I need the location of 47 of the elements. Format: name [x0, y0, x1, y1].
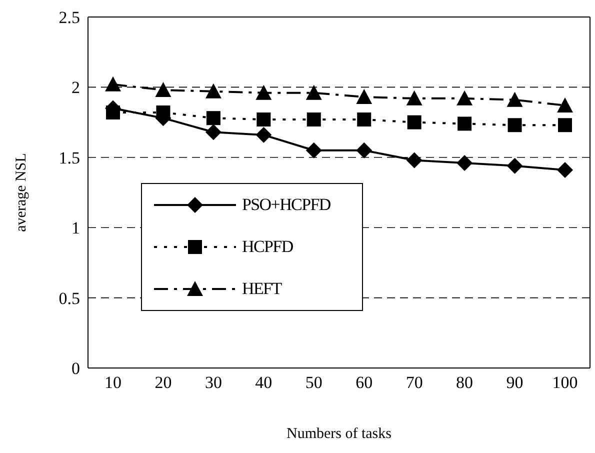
point	[356, 142, 372, 158]
y-tick-label: 0	[72, 359, 80, 378]
y-tick-label: 0.5	[58, 288, 80, 308]
legend-label: HCPFD	[242, 237, 293, 257]
point	[558, 118, 572, 132]
y-axis-title: average NSL	[13, 153, 30, 232]
legend-label: HEFT	[242, 279, 282, 299]
point	[256, 84, 272, 100]
point	[206, 111, 220, 126]
point	[357, 112, 372, 126]
x-tick-label: 20	[154, 373, 172, 392]
point	[506, 92, 523, 107]
point	[105, 76, 121, 92]
x-tick-label: 70	[406, 373, 423, 392]
x-tick-label: 80	[456, 373, 474, 392]
y-tick-label: 2	[72, 78, 80, 98]
point	[557, 162, 573, 178]
legend-label: PSO+HCPFD	[242, 195, 330, 215]
point	[205, 124, 222, 140]
point	[407, 115, 422, 130]
point	[406, 152, 422, 168]
point	[456, 90, 473, 106]
x-tick-label: 30	[204, 373, 222, 392]
point	[508, 118, 522, 132]
x-tick-label: 60	[356, 373, 373, 392]
x-tick-label: 90	[506, 373, 524, 392]
point	[155, 82, 172, 98]
x-tick-label: 10	[104, 373, 122, 392]
point	[506, 158, 523, 174]
x-tick-label: 100	[552, 373, 578, 392]
point	[306, 112, 321, 126]
point	[557, 97, 573, 112]
point	[356, 89, 372, 104]
point	[256, 112, 271, 126]
y-tick-label: 1	[72, 218, 80, 238]
point	[256, 126, 272, 143]
point	[456, 155, 473, 172]
y-tick-label: 1.5	[58, 148, 80, 168]
point	[306, 84, 322, 100]
point	[205, 83, 222, 98]
x-axis-title: Numbers of tasks	[286, 426, 392, 442]
x-tick-label: 50	[305, 373, 322, 392]
point	[406, 90, 422, 106]
point	[458, 116, 472, 131]
point	[306, 142, 322, 158]
y-tick-label: 2.5	[58, 8, 80, 28]
x-tick-label: 40	[255, 373, 272, 392]
